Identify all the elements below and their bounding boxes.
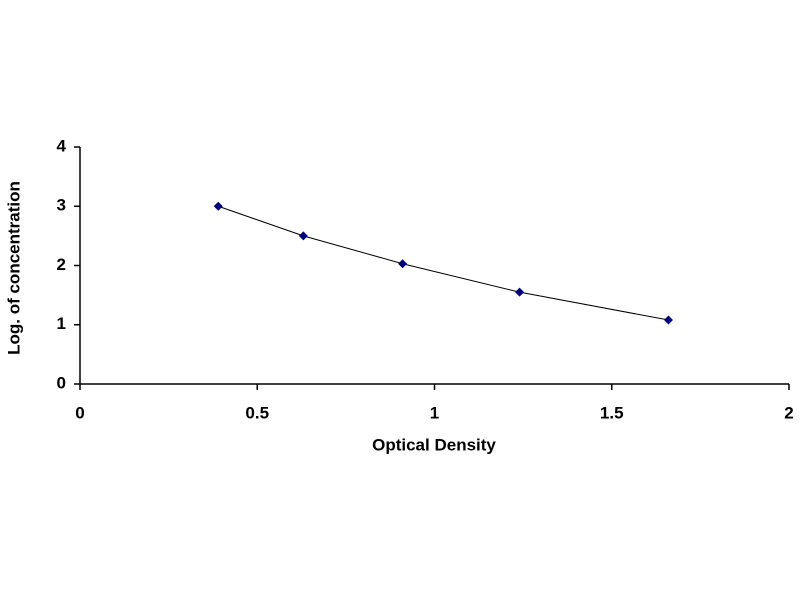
y-tick-label: 2 [57,255,66,274]
x-tick-label: 1.5 [600,403,624,422]
trend-line [218,205,669,321]
x-axis-title: Optical Density [372,435,496,454]
x-tick-label: 1 [430,403,439,422]
data-point [213,201,223,211]
x-tick-label: 0.5 [245,403,269,422]
y-tick-label: 0 [57,373,66,392]
data-point [398,259,408,269]
data-point [515,287,525,297]
y-tick-label: 1 [57,314,66,333]
y-tick-label: 3 [57,196,66,215]
x-tick-label: 0 [75,403,84,422]
data-point [663,315,673,325]
y-tick-label: 4 [57,136,67,155]
data-point [298,231,308,241]
x-tick-label: 2 [784,403,793,422]
y-axis-title: Log. of concentration [4,181,23,355]
